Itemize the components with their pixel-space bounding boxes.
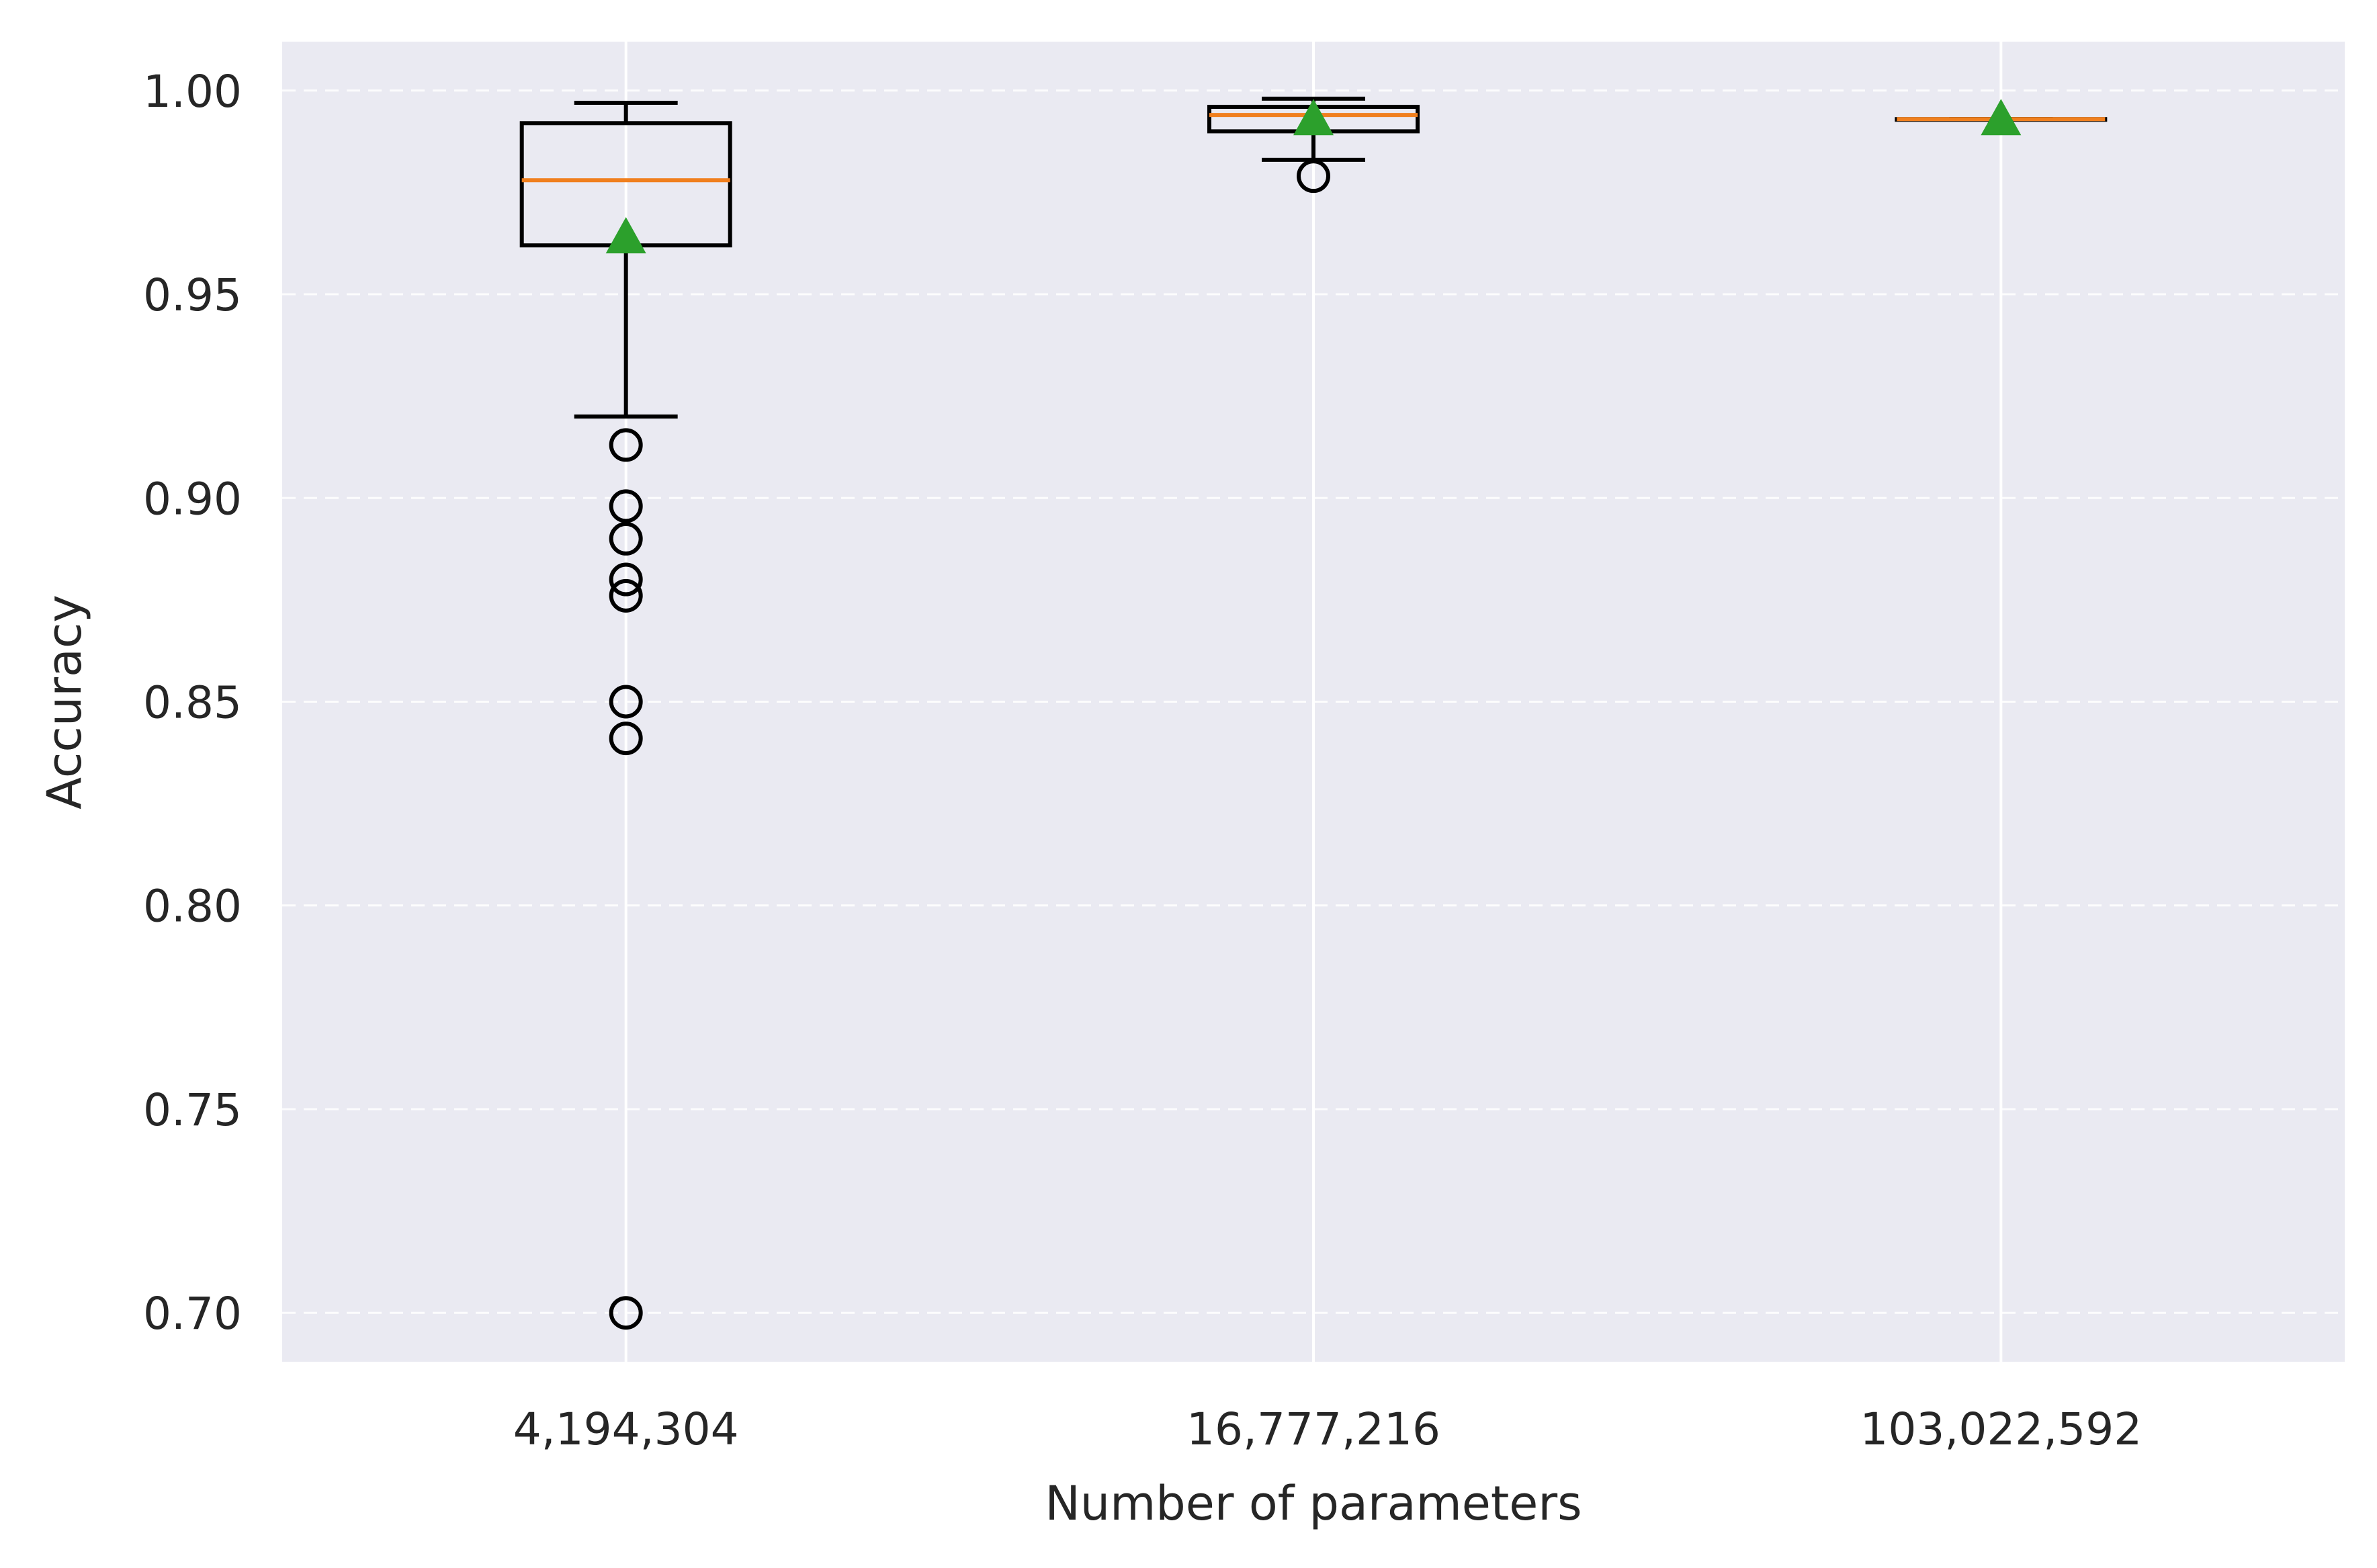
y-tick-labels: 0.70 0.75 0.80 0.85 0.90 0.95 1.00	[143, 66, 242, 1340]
mean-marker	[1293, 99, 1334, 136]
outlier-point	[1297, 159, 1330, 193]
outlier-point	[609, 428, 643, 462]
boxes	[519, 96, 2108, 1330]
y-tick-label: 0.80	[143, 881, 242, 932]
mean-marker	[605, 217, 646, 254]
outlier-point	[609, 685, 643, 719]
outlier-point	[609, 1296, 643, 1330]
outlier-point	[609, 521, 643, 556]
y-tick-label: 1.00	[143, 66, 242, 118]
mean-marker	[1981, 99, 2022, 136]
outlier-point	[609, 489, 643, 523]
y-tick-label: 0.75	[143, 1084, 242, 1136]
outlier-point	[609, 578, 643, 613]
y-tick-label: 0.70	[143, 1288, 242, 1340]
outlier-point	[609, 562, 643, 597]
x-tick-label: 4,194,304	[513, 1403, 739, 1455]
y-tick-label: 0.90	[143, 473, 242, 525]
box-group	[1207, 96, 1420, 193]
x-tick-labels: 4,194,304 16,777,216 103,022,592	[513, 1403, 2143, 1455]
outlier-point	[609, 722, 643, 756]
x-axis-label: Number of parameters	[1045, 1476, 1582, 1531]
x-tick-label: 16,777,216	[1186, 1403, 1440, 1455]
box-group	[1895, 99, 2108, 136]
y-axis-label: Accuracy	[37, 595, 92, 810]
y-tick-label: 0.95	[143, 269, 242, 321]
x-tick-label: 103,022,592	[1860, 1403, 2142, 1455]
y-tick-label: 0.85	[143, 677, 242, 729]
box-group	[519, 100, 732, 1330]
